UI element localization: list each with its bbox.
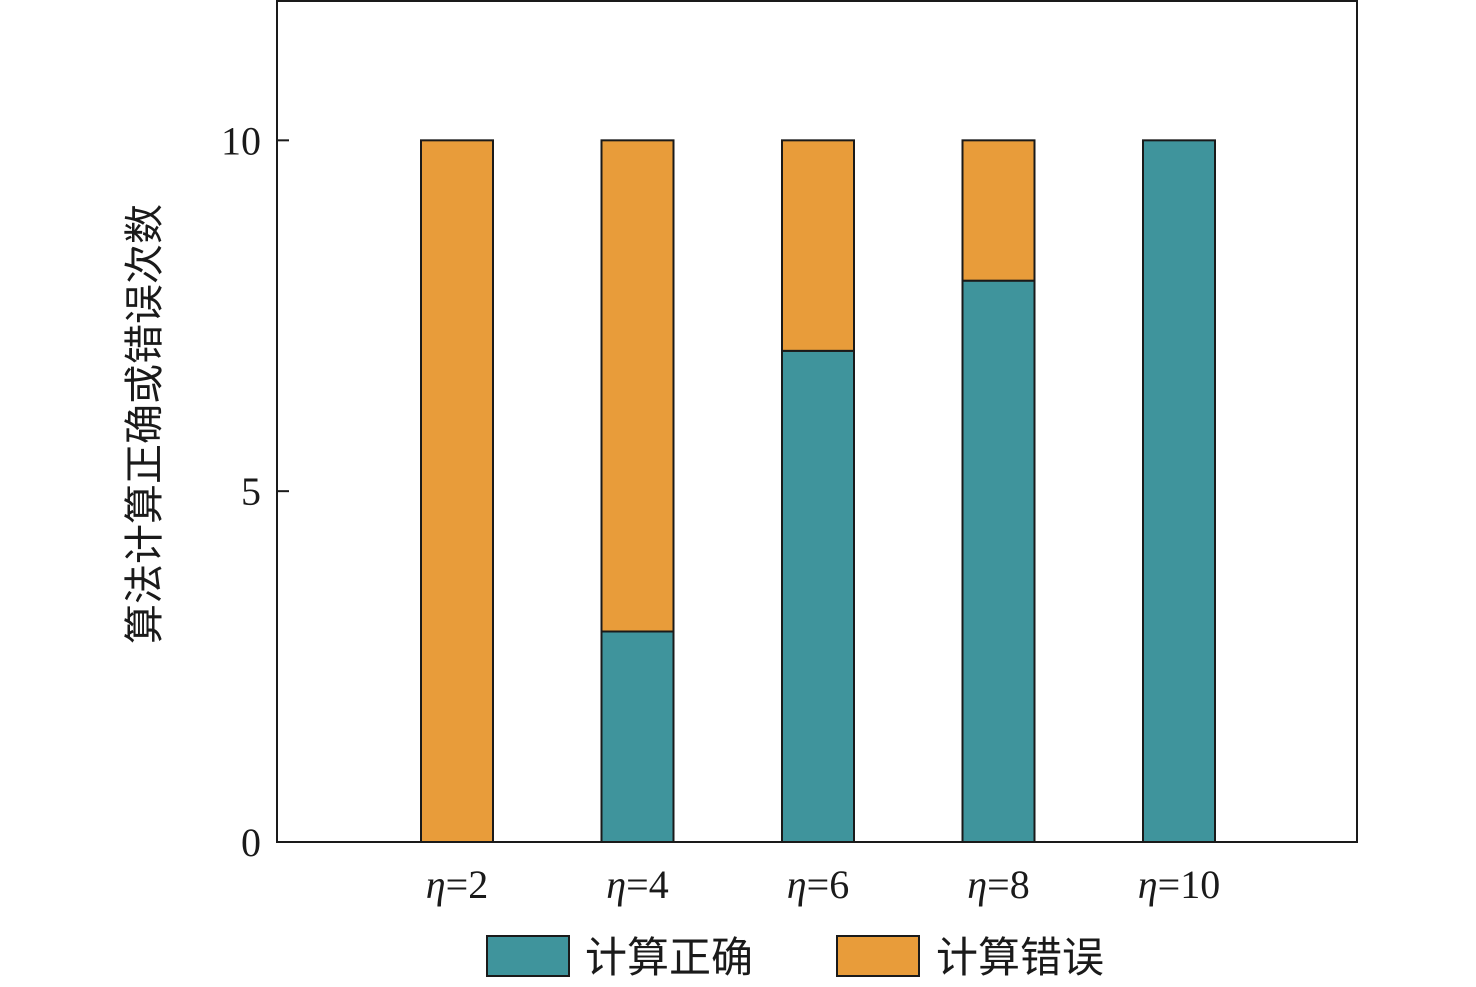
x-tick-label: η=2 [426, 862, 488, 907]
x-tick-label-symbol: η [606, 862, 626, 907]
y-tick-label: 5 [241, 469, 261, 514]
x-tick-label-value: =8 [987, 862, 1030, 907]
y-tick-label: 10 [221, 118, 261, 163]
y-axis-ticks: 0 5 10 [221, 118, 289, 865]
legend-label-error: 计算错误 [936, 933, 1104, 982]
bar-error-3 [781, 139, 855, 352]
bar-correct-2 [600, 630, 675, 843]
x-tick-label-value: =2 [446, 862, 489, 907]
bars-group [420, 139, 1216, 844]
x-tick-label-value: =4 [626, 862, 669, 907]
x-tick-label-symbol: η [787, 862, 807, 907]
bar-error-2 [600, 139, 675, 633]
x-tick-label-symbol: η [967, 862, 987, 907]
plot-frame [276, 0, 1358, 843]
bar-correct-3 [781, 349, 855, 843]
bar-error-1 [420, 139, 494, 844]
x-tick-label: η=6 [787, 862, 849, 907]
legend-swatch-correct [486, 935, 570, 977]
legend-label-correct: 计算正确 [585, 933, 753, 982]
x-tick-label-value: =10 [1158, 862, 1221, 907]
x-tick-label: η=10 [1138, 862, 1220, 907]
legend-swatch-error [836, 935, 920, 977]
x-axis-labels: η=2 η=4 η=6 η=8 η=10 [426, 862, 1220, 907]
bar-error-4 [961, 139, 1036, 282]
y-axis-title: 算法计算正确或错误次数 [122, 204, 168, 644]
y-tick-label: 0 [241, 820, 261, 865]
legend: 计算正确 计算错误 [486, 933, 1104, 982]
x-tick-label-value: =6 [807, 862, 850, 907]
x-tick-label-symbol: η [1138, 862, 1158, 907]
x-tick-label: η=4 [606, 862, 668, 907]
bar-correct-5 [1142, 139, 1216, 844]
bar-correct-4 [961, 279, 1036, 843]
x-tick-label-symbol: η [426, 862, 446, 907]
x-tick-label: η=8 [967, 862, 1029, 907]
